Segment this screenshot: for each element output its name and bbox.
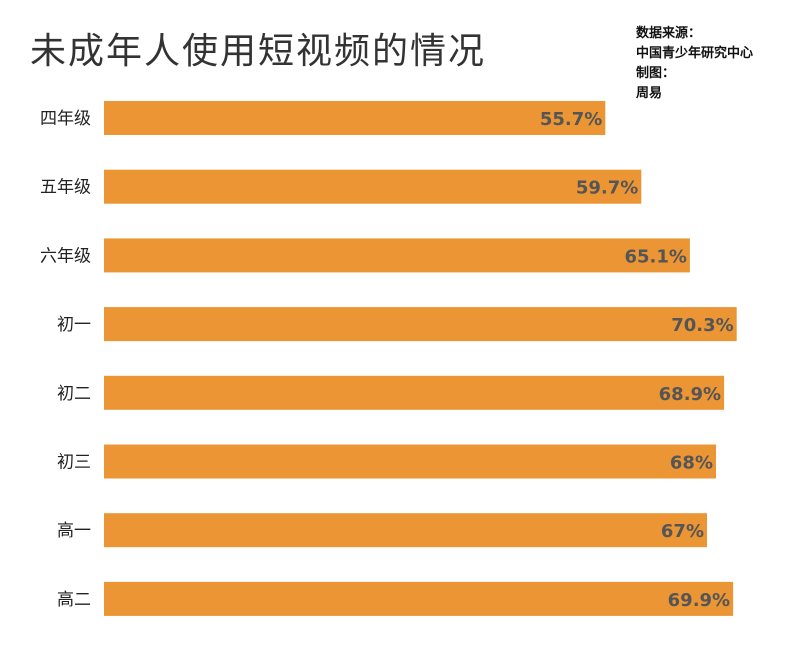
credit-label: 制图： [636, 66, 676, 81]
category-label: 五年级 [40, 178, 91, 198]
value-label: 68% [670, 453, 713, 474]
category-label: 高二 [57, 590, 91, 610]
bar [104, 444, 716, 479]
bar [104, 238, 690, 273]
bar [104, 581, 734, 616]
bar [104, 513, 707, 548]
bar [104, 307, 737, 342]
value-label: 65.1% [624, 246, 686, 267]
source-value: 中国青少年研究中心 [636, 46, 754, 61]
category-label: 六年级 [40, 246, 91, 266]
bar [104, 169, 642, 204]
category-label: 初一 [57, 315, 91, 335]
category-label: 高一 [57, 521, 91, 541]
value-label: 69.9% [668, 590, 730, 611]
credit-value: 周易 [636, 86, 663, 101]
value-label: 55.7% [540, 109, 602, 130]
category-label: 初二 [57, 384, 91, 404]
source-block: 数据来源： 中国青少年研究中心 制图： 周易 [636, 24, 753, 104]
bar [104, 375, 725, 410]
category-label: 四年级 [40, 109, 91, 129]
value-label: 67% [661, 521, 704, 542]
bar [104, 101, 606, 135]
value-label: 70.3% [671, 315, 733, 336]
value-label: 68.9% [659, 384, 721, 405]
source-label: 数据来源： [636, 26, 702, 41]
value-label: 59.7% [576, 178, 638, 199]
category-label: 初三 [57, 453, 91, 473]
chart-title: 未成年人使用短视频的情况 [30, 31, 487, 72]
